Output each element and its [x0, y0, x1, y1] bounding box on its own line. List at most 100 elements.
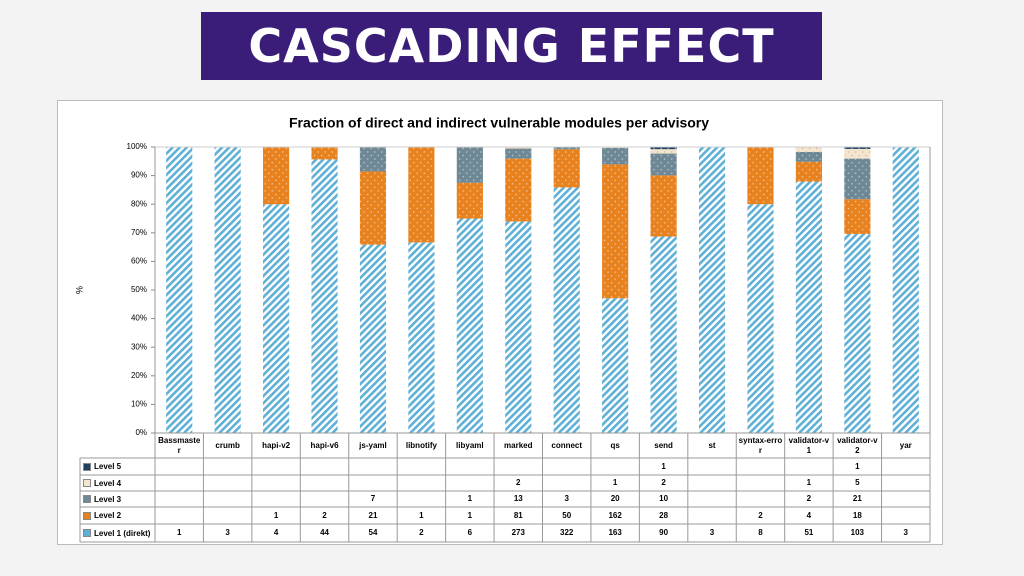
- bar-segment: [408, 242, 435, 433]
- category-label: js-yaml: [359, 441, 387, 450]
- bar-segment: [311, 147, 338, 160]
- bar-segment: [844, 148, 871, 159]
- table-value: 51: [804, 528, 814, 537]
- category-label: Bassmaster: [158, 436, 201, 455]
- bar-segment: [456, 147, 483, 183]
- legend-entry: Level 1 (direkt): [83, 524, 150, 542]
- category-label: libnotify: [405, 441, 437, 450]
- category-label: qs: [610, 441, 620, 450]
- bar-segment: [553, 187, 580, 433]
- legend-swatch: [83, 529, 91, 537]
- bar-segment: [747, 204, 774, 433]
- table-value: 28: [659, 510, 669, 520]
- legend-entry: Level 2: [83, 507, 121, 524]
- table-value: 1: [855, 461, 860, 471]
- table-value: 21: [852, 494, 862, 503]
- legend-entry: Level 5: [83, 458, 121, 475]
- bar-segment: [359, 244, 387, 433]
- bar-segment: [214, 147, 241, 433]
- chart-title: Fraction of direct and indirect vulnerab…: [289, 115, 709, 131]
- bar-segment: [795, 147, 822, 152]
- bar-segment: [505, 158, 532, 222]
- bar-segment: [844, 199, 871, 234]
- table-value: 322: [560, 528, 574, 537]
- table-value: 6: [467, 528, 473, 537]
- category-label: validator-v2: [837, 436, 878, 455]
- y-tick-label: 10%: [131, 400, 147, 409]
- category-label: hapi-v2: [262, 441, 291, 450]
- bar-segment: [311, 159, 338, 433]
- category-label: syntax-error: [738, 436, 783, 455]
- category-label: connect: [551, 441, 583, 450]
- bar-segment: [747, 147, 774, 205]
- legend-label: Level 2: [94, 511, 122, 520]
- bar-segment: [359, 147, 387, 172]
- table-value: 13: [513, 494, 523, 503]
- category-label: marked: [504, 441, 533, 450]
- y-tick-label: 40%: [131, 314, 147, 323]
- chart-frame: [57, 100, 943, 545]
- table-value: 3: [903, 528, 908, 537]
- table-value: 5: [855, 478, 860, 487]
- bar-segment: [505, 147, 532, 149]
- bar-segment: [359, 171, 387, 245]
- legend-label: Level 4: [94, 478, 122, 488]
- y-tick-label: 0%: [135, 428, 147, 437]
- bar-segment: [263, 147, 290, 205]
- bar-segment: [795, 151, 822, 162]
- table-value: 10: [659, 494, 669, 503]
- table-value: 2: [516, 478, 521, 487]
- table-value: 18: [852, 510, 862, 520]
- legend-swatch: [83, 479, 91, 487]
- category-label: validator-v1: [788, 436, 830, 455]
- category-label: libyaml: [456, 441, 484, 450]
- bar-segment: [456, 218, 483, 433]
- bar-segment: [602, 164, 629, 299]
- table-value: 8: [758, 528, 763, 537]
- table-value: 44: [320, 528, 329, 537]
- bar-segment: [505, 148, 532, 159]
- table-value: 20: [610, 494, 620, 503]
- bar-segment: [553, 149, 580, 188]
- table-value: 1: [661, 461, 666, 471]
- table-value: 3: [564, 494, 569, 503]
- y-tick-label: 80%: [131, 199, 147, 208]
- bar-segment: [650, 236, 677, 433]
- table-value: 1: [612, 478, 618, 487]
- legend-label: Level 3: [94, 494, 122, 504]
- category-label: yar: [899, 441, 912, 450]
- banner-title: CASCADING EFFECT: [201, 12, 822, 80]
- table-value: 1: [273, 510, 279, 520]
- bar-segment: [844, 158, 871, 200]
- table-value: 3: [709, 528, 715, 537]
- bar-segment: [602, 298, 629, 433]
- bar-segment: [892, 147, 919, 433]
- category-label: send: [654, 441, 673, 450]
- legend-entry: Level 4: [83, 475, 121, 491]
- table-value: 1: [806, 478, 812, 487]
- legend-swatch: [83, 495, 91, 503]
- y-tick-label: 100%: [127, 142, 147, 151]
- y-tick-label: 50%: [131, 285, 147, 294]
- bar-segment: [650, 149, 677, 154]
- table-value: 50: [562, 510, 572, 520]
- bar-segment: [698, 147, 726, 433]
- table-value: 2: [322, 510, 327, 520]
- category-label: st: [708, 441, 716, 450]
- category-label: crumb: [215, 441, 240, 450]
- table-value: 2: [661, 478, 666, 487]
- table-value: 1: [467, 494, 473, 503]
- table-value: 4: [806, 510, 812, 520]
- table-value: 2: [806, 494, 812, 503]
- legend-swatch: [83, 462, 91, 471]
- table-value: 4: [273, 528, 279, 537]
- table-value: 3: [225, 528, 230, 537]
- bar-segment: [456, 182, 483, 219]
- bar-segment: [650, 147, 677, 150]
- bar-segment: [408, 147, 435, 243]
- table-value: 1: [176, 528, 182, 537]
- legend-label: Level 5: [94, 462, 122, 471]
- bar-segment: [844, 147, 871, 149]
